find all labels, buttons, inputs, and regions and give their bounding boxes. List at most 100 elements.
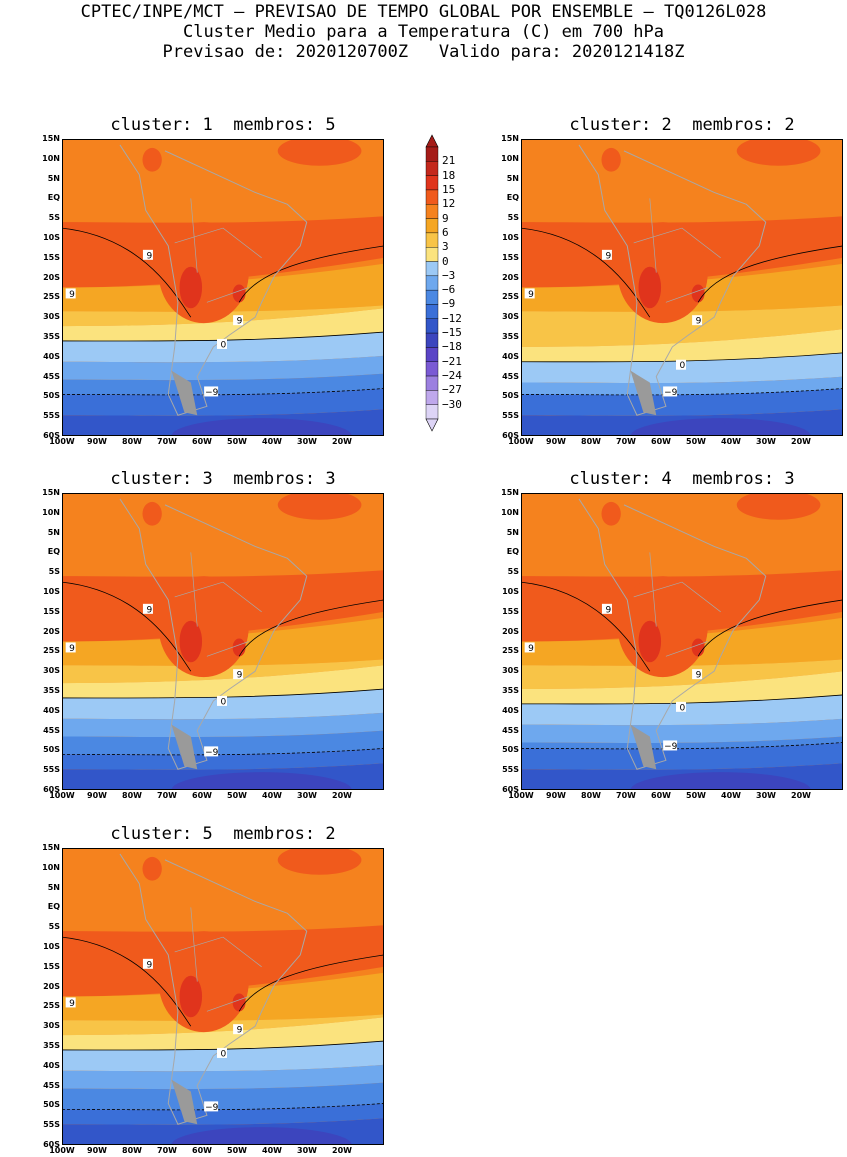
svg-text:0: 0 <box>221 697 227 707</box>
country-borders <box>174 552 262 657</box>
lat-label: 5S <box>48 922 60 932</box>
contour-label-9: 9 <box>601 249 612 261</box>
lon-label: 50W <box>686 437 706 446</box>
lat-label: 45S <box>43 1080 60 1090</box>
lat-label: 10N <box>42 507 60 517</box>
lat-label: 15S <box>502 252 519 262</box>
svg-text:0: 0 <box>221 340 227 350</box>
contour-0 <box>521 694 843 705</box>
lat-label: 30S <box>502 312 519 322</box>
lon-label: 100W <box>49 1146 75 1155</box>
lat-label: 5N <box>506 173 519 183</box>
lon-label: 30W <box>297 437 317 446</box>
continent-hot-spot <box>179 620 203 663</box>
continent-hot-spot <box>638 266 662 309</box>
contour-label-0: 0 <box>217 1047 227 1059</box>
lat-label: 15N <box>42 843 60 852</box>
country-borders <box>633 552 721 657</box>
lat-label: 5S <box>48 567 60 577</box>
svg-text:9: 9 <box>146 605 152 615</box>
lon-label: 40W <box>262 437 282 446</box>
lat-label: 55S <box>502 765 519 775</box>
lat-label: 15N <box>42 488 60 497</box>
lat-label: 45S <box>43 371 60 381</box>
lat-label: 10N <box>42 862 60 872</box>
continent-hot-spot-east <box>232 638 246 657</box>
contour-label-m9: −9 <box>204 1101 219 1113</box>
colorbar-label: 0 <box>442 254 449 268</box>
contour-label-9-west: 9 <box>524 288 535 300</box>
svg-text:9: 9 <box>605 605 611 615</box>
colorbar-swatch <box>425 247 439 262</box>
lat-label: 5N <box>47 173 60 183</box>
lon-label: 20W <box>332 791 352 800</box>
coastline <box>578 144 767 416</box>
lat-label: 10S <box>502 233 519 242</box>
colorbar-bottom-arrow <box>425 418 439 432</box>
lon-label: 40W <box>721 791 741 800</box>
continent-hot-spot-east <box>232 284 246 303</box>
lat-label: 15S <box>43 961 60 971</box>
lat-label: 5N <box>506 527 519 537</box>
field-m18 <box>171 418 352 436</box>
lon-label: 40W <box>721 437 741 446</box>
colorbar-swatch <box>425 204 439 219</box>
field-m12-m9 <box>62 748 384 770</box>
svg-text:−9: −9 <box>664 388 678 398</box>
colorbar-label: −21 <box>442 354 462 368</box>
map-panel-2: 9 9 9 0 −9 <box>521 139 843 436</box>
colorbar-top-arrow <box>425 134 439 148</box>
lon-label: 50W <box>227 1146 247 1155</box>
contour-0 <box>62 1040 384 1051</box>
contour-9 <box>521 581 843 672</box>
contour-0 <box>62 688 384 699</box>
field-m9-m6 <box>62 373 384 395</box>
map-panel-5: 9 9 9 0 −9 <box>62 848 384 1145</box>
continent-hot-spot <box>179 266 203 309</box>
lat-label: 40S <box>43 705 60 715</box>
field-0-3 <box>62 308 384 342</box>
north-warm-blob <box>142 501 162 526</box>
contour-label-9: 9 <box>142 249 153 261</box>
contour-m9 <box>521 742 843 750</box>
lon-label: 80W <box>122 791 142 800</box>
colorbar-swatch <box>425 289 439 305</box>
lat-label: 40S <box>502 705 519 715</box>
contour-label-m9: −9 <box>663 740 678 752</box>
lat-label: 25S <box>43 1001 60 1011</box>
contour-label-9: 9 <box>601 603 612 615</box>
north-warm-blob <box>601 501 621 526</box>
continent-hot-spot-east <box>232 993 246 1012</box>
lon-label: 60W <box>192 1146 212 1155</box>
colorbar-label: −27 <box>442 383 462 397</box>
map-panel-3: 9 9 9 0 −9 <box>62 493 384 790</box>
map-frame <box>521 139 843 436</box>
svg-text:−9: −9 <box>205 388 219 398</box>
patagonia-land <box>171 724 198 770</box>
lon-label: 40W <box>262 1146 282 1155</box>
north-warm-blob-east <box>277 493 362 520</box>
contour-label-9-west: 9 <box>524 642 535 654</box>
contour-label-m9: −9 <box>663 386 678 398</box>
lon-label: 100W <box>49 437 75 446</box>
north-warm-blob <box>142 147 162 172</box>
svg-text:−9: −9 <box>205 1103 219 1113</box>
svg-text:9: 9 <box>69 644 75 654</box>
patagonia-land <box>630 724 657 770</box>
contour-0 <box>521 352 843 363</box>
lat-label: 20S <box>502 272 519 282</box>
colorbar-label: 18 <box>442 168 456 182</box>
lat-label: EQ <box>506 193 519 203</box>
colorbar-swatch <box>425 218 439 234</box>
lat-label: 30S <box>43 666 60 676</box>
colorbar-label: −30 <box>442 397 462 411</box>
lat-label: 25S <box>43 292 60 302</box>
colorbar-label: 21 <box>442 154 456 168</box>
lat-label: 45S <box>502 371 519 381</box>
lat-label: 25S <box>502 292 519 302</box>
lon-label: 90W <box>87 791 107 800</box>
lat-label: 5N <box>47 882 60 892</box>
field-0-3 <box>521 671 843 704</box>
lat-label: 45S <box>502 725 519 735</box>
colorbar-swatch <box>425 232 439 248</box>
